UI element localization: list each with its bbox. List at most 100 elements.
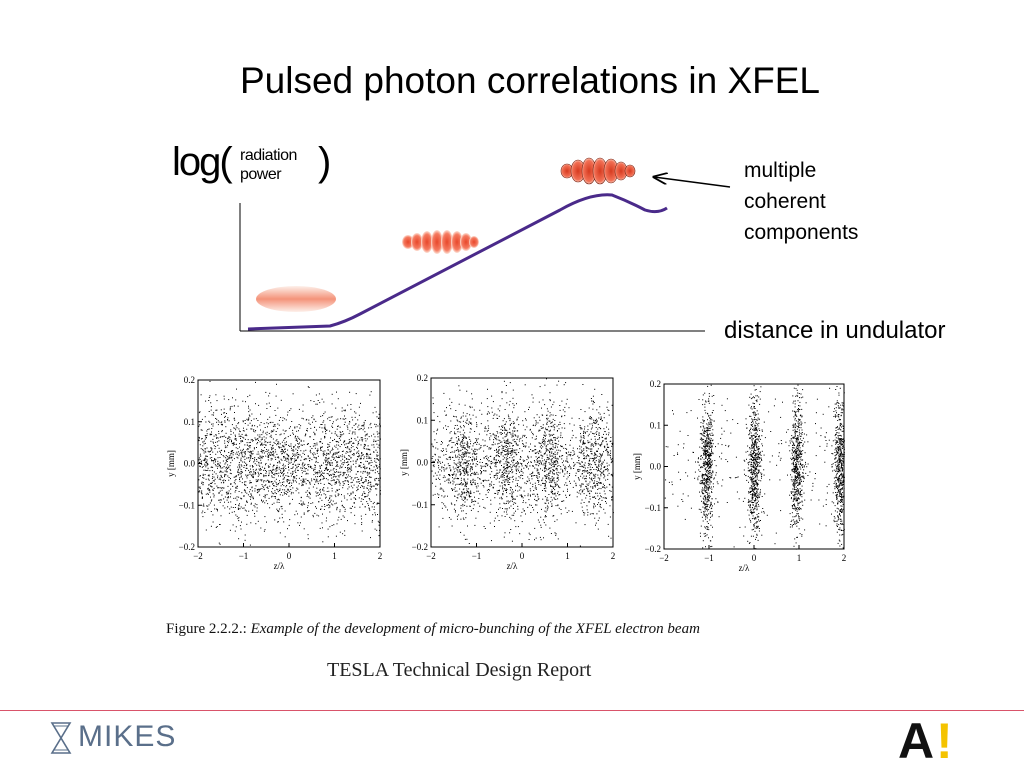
data-point (546, 429, 547, 430)
data-point (438, 460, 439, 461)
data-point (611, 499, 612, 500)
data-point (464, 456, 465, 457)
micro-bunched-beam-middle (402, 230, 479, 254)
data-point (334, 503, 335, 504)
data-point (550, 478, 551, 479)
data-point (529, 465, 530, 466)
data-point (223, 413, 224, 414)
data-point (536, 452, 537, 453)
data-point (524, 446, 525, 447)
data-point (556, 450, 557, 451)
data-point (243, 449, 244, 450)
data-point (323, 487, 324, 488)
data-point (237, 486, 238, 487)
data-point (227, 456, 228, 457)
data-point (484, 431, 485, 432)
data-point (357, 427, 358, 428)
data-point (566, 456, 567, 457)
data-point (298, 492, 299, 493)
data-point (308, 464, 309, 465)
data-point (235, 483, 236, 484)
data-point (600, 474, 601, 475)
data-point (336, 508, 337, 509)
data-point (256, 479, 257, 480)
data-point (570, 445, 571, 446)
data-point (317, 472, 318, 473)
data-point (545, 476, 546, 477)
data-point (602, 420, 603, 421)
data-point (230, 530, 231, 531)
data-point (265, 441, 266, 442)
data-point (472, 456, 473, 457)
data-point (569, 481, 570, 482)
data-point (556, 443, 557, 444)
data-point (520, 477, 521, 478)
data-point (519, 472, 520, 473)
data-point (590, 451, 591, 452)
data-point (238, 470, 239, 471)
data-point (275, 426, 276, 427)
data-point (458, 450, 459, 451)
data-point (458, 449, 459, 450)
data-point (607, 444, 608, 445)
data-point (604, 417, 605, 418)
data-point (268, 491, 269, 492)
data-point (294, 456, 295, 457)
data-point (509, 420, 510, 421)
data-point (476, 417, 477, 418)
data-point (497, 462, 498, 463)
data-point (596, 432, 597, 433)
data-point (498, 492, 499, 493)
data-point (584, 455, 585, 456)
data-point (284, 493, 285, 494)
data-point (603, 471, 604, 472)
data-point (206, 431, 207, 432)
data-point (563, 465, 564, 466)
data-point (541, 509, 542, 510)
data-point (376, 478, 377, 479)
data-point (229, 420, 230, 421)
data-point (454, 509, 455, 510)
data-point (470, 443, 471, 444)
data-point (235, 399, 236, 400)
data-point (368, 456, 369, 457)
data-point (367, 433, 368, 434)
data-point (475, 482, 476, 483)
data-point (505, 484, 506, 485)
data-point (598, 443, 599, 444)
data-point (557, 385, 558, 386)
data-point (507, 468, 508, 469)
data-point (528, 447, 529, 448)
data-point (555, 446, 556, 447)
data-point (377, 503, 378, 504)
data-point (548, 441, 549, 442)
data-point (590, 486, 591, 487)
data-point (211, 526, 212, 527)
data-point (253, 498, 254, 499)
data-point (271, 447, 272, 448)
data-point (333, 468, 334, 469)
data-point (342, 434, 343, 435)
data-point (276, 384, 277, 385)
data-point (595, 506, 596, 507)
data-point (457, 431, 458, 432)
data-point (312, 502, 313, 503)
data-point (524, 460, 525, 461)
data-point (601, 507, 602, 508)
data-point (291, 448, 292, 449)
data-point (376, 455, 377, 456)
data-point (533, 450, 534, 451)
data-point (205, 401, 206, 402)
data-point (590, 514, 591, 515)
data-point (459, 470, 460, 471)
data-point (591, 429, 592, 430)
data-point (245, 423, 246, 424)
data-point (612, 458, 613, 459)
x-tick-label: 2 (378, 551, 383, 561)
data-point (548, 411, 549, 412)
data-point (545, 486, 546, 487)
data-point (225, 457, 226, 458)
data-point (543, 399, 544, 400)
data-point (259, 465, 260, 466)
data-point (276, 439, 277, 440)
